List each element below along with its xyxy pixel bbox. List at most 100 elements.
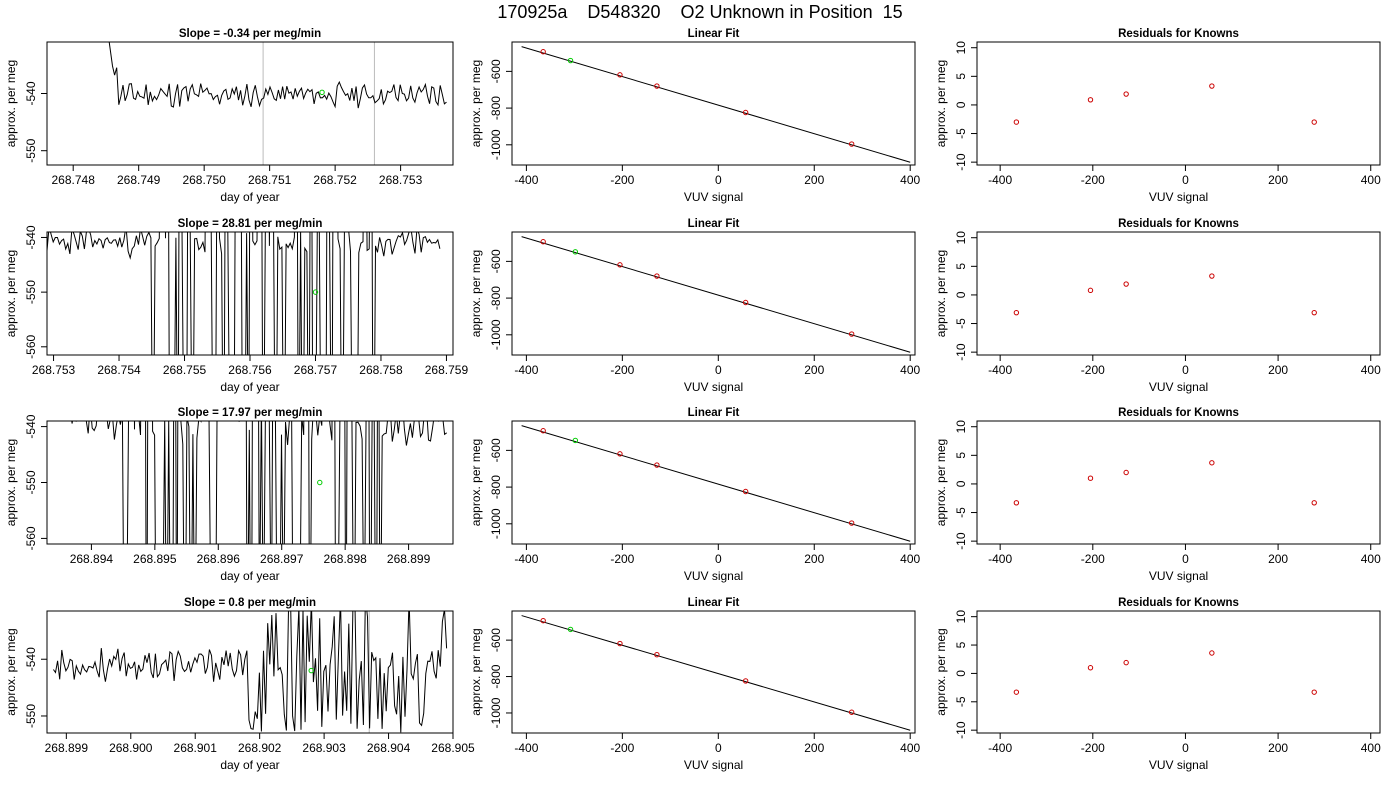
y-tick-label: -800 (489, 96, 503, 120)
y-tick-label: -550 (24, 138, 38, 162)
residual-point (1209, 650, 1215, 656)
y-tick-label: -540 (24, 81, 38, 105)
panel-1-1: Slope = -0.34 per meg/min day of year appr… (4, 28, 454, 204)
x-tick-label: 268.902 (238, 741, 282, 755)
known-point (848, 331, 855, 337)
x-tick-label: -200 (1081, 363, 1105, 377)
residual-point (1311, 689, 1317, 695)
x-tick-label: 0 (715, 741, 722, 755)
plot-frame (976, 610, 1381, 734)
known-point (742, 488, 749, 495)
x-tick-label: 268.750 (182, 173, 226, 187)
x-tick-label: 268.753 (32, 363, 76, 377)
y-tick-label: -5 (954, 507, 968, 518)
plot-area (1013, 650, 1317, 695)
plot-area (108, 42, 447, 165)
x-tick-label: 200 (1268, 741, 1288, 755)
known-point (654, 83, 660, 89)
y-axis-label: approx. per meg (469, 250, 483, 337)
plot-frame (976, 231, 1381, 356)
x-tick-label: 268.904 (367, 741, 411, 755)
x-axis-label: VUV signal (684, 380, 743, 394)
plot-frame (976, 420, 1381, 545)
residual-point (1209, 273, 1215, 279)
x-axis-label: day of year (220, 569, 279, 583)
y-tick-label: -10 (954, 721, 968, 739)
plot-frame (46, 420, 454, 545)
panel-title: Linear Fit (688, 28, 740, 40)
y-axis-label: approx. per meg (934, 60, 948, 147)
x-tick-label: -400 (514, 363, 538, 377)
y-tick-label: 0 (954, 480, 968, 487)
known-point (848, 141, 855, 147)
x-tick-label: 0 (715, 363, 722, 377)
x-tick-label: 268.900 (109, 741, 153, 755)
y-tick-label: -550 (24, 470, 38, 494)
residual-point (1311, 119, 1317, 125)
known-point (617, 451, 623, 457)
panel-title: Slope = 0.8 per meg/min (184, 597, 316, 609)
x-tick-label: -400 (988, 552, 1012, 566)
x-tick-label: 200 (1268, 552, 1288, 566)
y-axis-label: approx. per meg (4, 628, 18, 715)
x-tick-label: 0 (1182, 552, 1189, 566)
signal-trace (47, 232, 441, 355)
x-tick-label: -200 (610, 552, 634, 566)
y-tick-label: -1000 (489, 508, 503, 539)
residual-point (1209, 460, 1215, 466)
unknown-point (572, 437, 579, 444)
plot-frame (46, 231, 454, 356)
y-tick-label: 5 (954, 452, 968, 459)
x-tick-label: 0 (1182, 741, 1189, 755)
y-tick-label: 10 (954, 420, 968, 434)
x-tick-label: 268.898 (323, 552, 367, 566)
x-tick-label: 268.748 (51, 173, 95, 187)
page-title: 170925a D548320 O2 Unknown in Position 15 (0, 0, 1400, 24)
x-tick-label: -400 (988, 363, 1012, 377)
known-point (654, 462, 660, 468)
y-tick-label: -550 (24, 704, 38, 728)
known-point (540, 617, 546, 624)
x-axis-label: VUV signal (1149, 380, 1208, 394)
x-tick-label: 268.901 (174, 741, 218, 755)
y-tick-label: 0 (954, 101, 968, 108)
y-tick-label: -560 (24, 334, 38, 358)
x-tick-label: 400 (900, 173, 920, 187)
x-axis-label: day of year (220, 190, 279, 204)
plot-area (521, 425, 911, 542)
x-tick-label: -200 (610, 173, 634, 187)
panel-title: Slope = 17.97 per meg/min (178, 407, 323, 419)
x-tick-label: 0 (715, 552, 722, 566)
panel-title: Slope = -0.34 per meg/min (179, 28, 321, 40)
y-axis-label: approx. per meg (469, 60, 483, 147)
panel-3-1: Slope = 17.97 per meg/min day of year appr… (4, 407, 454, 583)
residual-point (1013, 119, 1020, 125)
unknown-point (567, 57, 574, 64)
residual-point (1013, 500, 1020, 506)
x-tick-label: 268.753 (379, 173, 423, 187)
fit-line (521, 425, 911, 542)
x-tick-label: 400 (1361, 741, 1381, 755)
x-axis-label: VUV signal (684, 758, 743, 772)
unknown-point (572, 249, 579, 255)
panel-title: Residuals for Knowns (1118, 597, 1239, 609)
y-tick-label: -540 (24, 225, 38, 249)
x-tick-label: 400 (1361, 363, 1381, 377)
residual-point (1087, 97, 1094, 103)
cylinder-id: D548320 (587, 2, 661, 22)
unknown-point (319, 89, 325, 96)
x-tick-label: 400 (900, 552, 920, 566)
known-point (540, 428, 546, 434)
y-axis-label: approx. per meg (469, 439, 483, 526)
x-tick-label: 268.895 (133, 552, 177, 566)
x-tick-label: 200 (804, 173, 824, 187)
x-tick-label: 268.752 (313, 173, 357, 187)
y-tick-label: -5 (954, 696, 968, 707)
x-tick-label: -200 (610, 741, 634, 755)
known-point (540, 49, 546, 55)
plot-area (71, 421, 447, 544)
signal-trace (108, 42, 447, 109)
signal-trace (52, 611, 448, 733)
